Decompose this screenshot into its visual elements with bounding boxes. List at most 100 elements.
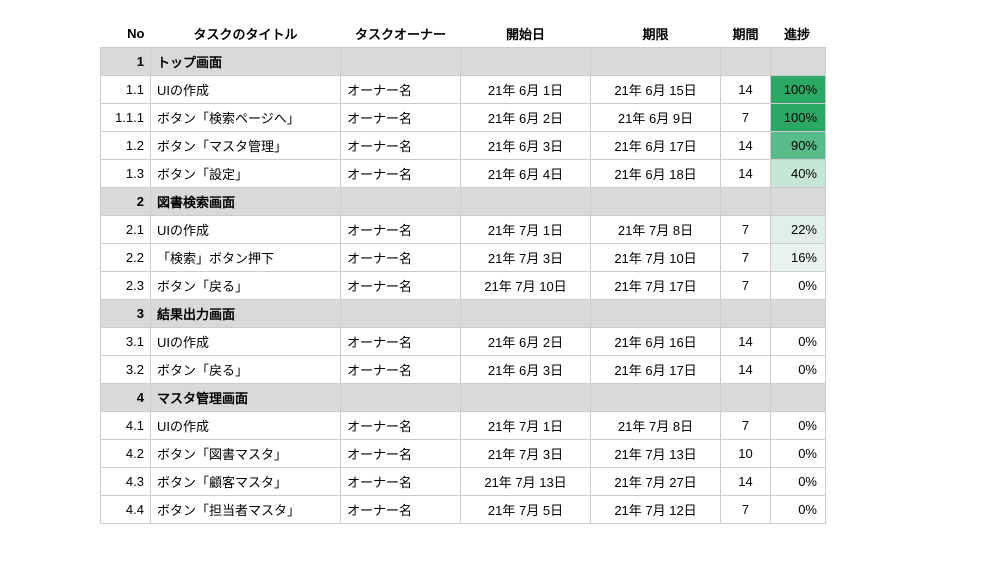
cell-title[interactable]: マスタ管理画面 — [151, 384, 341, 412]
cell-progress[interactable]: 22% — [771, 216, 826, 244]
cell-start[interactable] — [461, 300, 591, 328]
cell-duration[interactable]: 14 — [721, 328, 771, 356]
cell-end[interactable]: 21年 7月 27日 — [591, 468, 721, 496]
table-row[interactable]: 1.2ボタン「マスタ管理」オーナー名21年 6月 3日21年 6月 17日149… — [101, 132, 826, 160]
cell-progress[interactable] — [771, 188, 826, 216]
cell-no[interactable]: 2.1 — [101, 216, 151, 244]
cell-owner[interactable] — [341, 384, 461, 412]
cell-progress[interactable] — [771, 300, 826, 328]
header-end[interactable]: 期限 — [591, 20, 721, 48]
cell-duration[interactable]: 14 — [721, 356, 771, 384]
cell-title[interactable]: ボタン「担当者マスタ」 — [151, 496, 341, 524]
cell-end[interactable] — [591, 300, 721, 328]
cell-owner[interactable]: オーナー名 — [341, 76, 461, 104]
header-progress[interactable]: 進捗 — [771, 20, 826, 48]
cell-duration[interactable]: 7 — [721, 272, 771, 300]
cell-title[interactable]: ボタン「マスタ管理」 — [151, 132, 341, 160]
cell-no[interactable]: 4.4 — [101, 496, 151, 524]
cell-title[interactable]: 結果出力画面 — [151, 300, 341, 328]
cell-progress[interactable] — [771, 384, 826, 412]
cell-end[interactable]: 21年 6月 17日 — [591, 132, 721, 160]
cell-owner[interactable] — [341, 188, 461, 216]
cell-progress[interactable]: 40% — [771, 160, 826, 188]
cell-start[interactable]: 21年 7月 3日 — [461, 244, 591, 272]
cell-duration[interactable] — [721, 300, 771, 328]
cell-owner[interactable]: オーナー名 — [341, 468, 461, 496]
cell-duration[interactable]: 10 — [721, 440, 771, 468]
header-owner[interactable]: タスクオーナー — [341, 20, 461, 48]
cell-end[interactable]: 21年 7月 8日 — [591, 412, 721, 440]
cell-duration[interactable]: 7 — [721, 496, 771, 524]
cell-start[interactable] — [461, 384, 591, 412]
cell-no[interactable]: 3.2 — [101, 356, 151, 384]
cell-duration[interactable] — [721, 48, 771, 76]
cell-title[interactable]: ボタン「設定」 — [151, 160, 341, 188]
cell-owner[interactable]: オーナー名 — [341, 216, 461, 244]
cell-progress[interactable]: 0% — [771, 440, 826, 468]
table-row[interactable]: 4.3ボタン「顧客マスタ」オーナー名21年 7月 13日21年 7月 27日14… — [101, 468, 826, 496]
table-row[interactable]: 2図書検索画面 — [101, 188, 826, 216]
cell-start[interactable]: 21年 7月 13日 — [461, 468, 591, 496]
table-row[interactable]: 2.3ボタン「戻る」オーナー名21年 7月 10日21年 7月 17日70% — [101, 272, 826, 300]
cell-duration[interactable] — [721, 188, 771, 216]
cell-start[interactable]: 21年 7月 3日 — [461, 440, 591, 468]
cell-no[interactable]: 4.1 — [101, 412, 151, 440]
cell-title[interactable]: トップ画面 — [151, 48, 341, 76]
cell-start[interactable] — [461, 48, 591, 76]
header-duration[interactable]: 期間 — [721, 20, 771, 48]
table-row[interactable]: 3結果出力画面 — [101, 300, 826, 328]
cell-no[interactable]: 2.3 — [101, 272, 151, 300]
table-row[interactable]: 3.2ボタン「戻る」オーナー名21年 6月 3日21年 6月 17日140% — [101, 356, 826, 384]
table-row[interactable]: 4マスタ管理画面 — [101, 384, 826, 412]
cell-duration[interactable]: 14 — [721, 132, 771, 160]
cell-start[interactable] — [461, 188, 591, 216]
cell-owner[interactable] — [341, 300, 461, 328]
header-no[interactable]: No — [101, 20, 151, 48]
cell-end[interactable] — [591, 384, 721, 412]
cell-no[interactable]: 1.1.1 — [101, 104, 151, 132]
cell-owner[interactable] — [341, 48, 461, 76]
cell-duration[interactable]: 7 — [721, 412, 771, 440]
cell-no[interactable]: 3 — [101, 300, 151, 328]
cell-progress[interactable]: 90% — [771, 132, 826, 160]
cell-owner[interactable]: オーナー名 — [341, 160, 461, 188]
cell-end[interactable]: 21年 7月 13日 — [591, 440, 721, 468]
cell-end[interactable]: 21年 6月 17日 — [591, 356, 721, 384]
cell-progress[interactable]: 16% — [771, 244, 826, 272]
cell-duration[interactable]: 14 — [721, 160, 771, 188]
table-row[interactable]: 4.1UIの作成オーナー名21年 7月 1日21年 7月 8日70% — [101, 412, 826, 440]
cell-start[interactable]: 21年 7月 1日 — [461, 412, 591, 440]
cell-no[interactable]: 2 — [101, 188, 151, 216]
cell-owner[interactable]: オーナー名 — [341, 412, 461, 440]
cell-end[interactable]: 21年 7月 8日 — [591, 216, 721, 244]
cell-end[interactable]: 21年 7月 17日 — [591, 272, 721, 300]
table-row[interactable]: 1.1UIの作成オーナー名21年 6月 1日21年 6月 15日14100% — [101, 76, 826, 104]
cell-title[interactable]: UIの作成 — [151, 216, 341, 244]
cell-progress[interactable]: 0% — [771, 412, 826, 440]
cell-progress[interactable]: 0% — [771, 496, 826, 524]
cell-no[interactable]: 2.2 — [101, 244, 151, 272]
cell-progress[interactable]: 100% — [771, 76, 826, 104]
header-title[interactable]: タスクのタイトル — [151, 20, 341, 48]
cell-start[interactable]: 21年 6月 4日 — [461, 160, 591, 188]
cell-progress[interactable]: 0% — [771, 328, 826, 356]
cell-title[interactable]: ボタン「顧客マスタ」 — [151, 468, 341, 496]
table-row[interactable]: 2.1UIの作成オーナー名21年 7月 1日21年 7月 8日722% — [101, 216, 826, 244]
cell-duration[interactable]: 7 — [721, 244, 771, 272]
cell-owner[interactable]: オーナー名 — [341, 132, 461, 160]
cell-progress[interactable]: 0% — [771, 272, 826, 300]
cell-start[interactable]: 21年 7月 1日 — [461, 216, 591, 244]
cell-no[interactable]: 1.2 — [101, 132, 151, 160]
cell-end[interactable]: 21年 6月 15日 — [591, 76, 721, 104]
cell-owner[interactable]: オーナー名 — [341, 328, 461, 356]
table-row[interactable]: 1.1.1ボタン「検索ページへ」オーナー名21年 6月 2日21年 6月 9日7… — [101, 104, 826, 132]
cell-end[interactable] — [591, 188, 721, 216]
cell-no[interactable]: 1.1 — [101, 76, 151, 104]
cell-end[interactable]: 21年 7月 10日 — [591, 244, 721, 272]
cell-no[interactable]: 1 — [101, 48, 151, 76]
table-row[interactable]: 4.2ボタン「図書マスタ」オーナー名21年 7月 3日21年 7月 13日100… — [101, 440, 826, 468]
cell-no[interactable]: 4 — [101, 384, 151, 412]
cell-no[interactable]: 4.2 — [101, 440, 151, 468]
cell-title[interactable]: ボタン「戻る」 — [151, 272, 341, 300]
cell-progress[interactable]: 100% — [771, 104, 826, 132]
